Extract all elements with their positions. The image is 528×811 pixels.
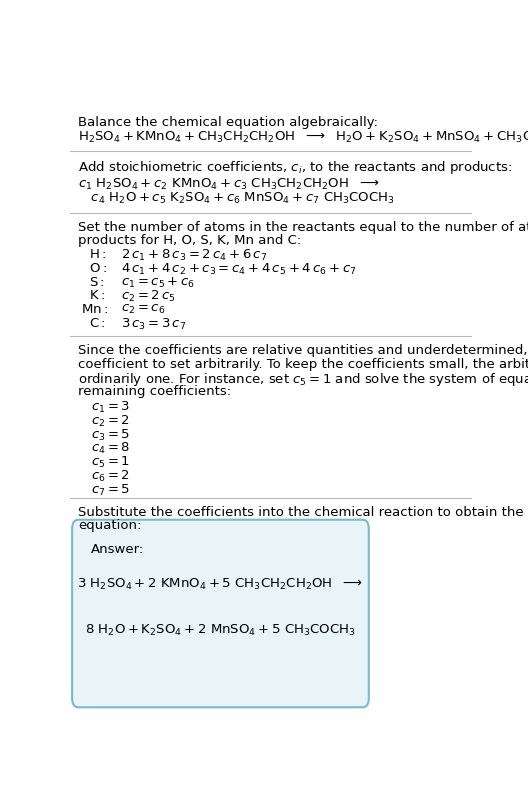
Text: Set the number of atoms in the reactants equal to the number of atoms in the: Set the number of atoms in the reactants… <box>78 221 528 234</box>
Text: $8\ \mathrm{H_2O} + \mathrm{K_2SO_4} + 2\ \mathrm{MnSO_4} + 5\ \mathrm{CH_3COCH_: $8\ \mathrm{H_2O} + \mathrm{K_2SO_4} + 2… <box>85 622 356 637</box>
Text: $c_2 = 2$: $c_2 = 2$ <box>91 414 129 428</box>
Text: $\mathrm{H{:}}$: $\mathrm{H{:}}$ <box>89 248 106 261</box>
Text: Answer:: Answer: <box>91 542 144 555</box>
Text: $c_1 = c_5 + c_6$: $c_1 = c_5 + c_6$ <box>121 275 195 290</box>
Text: coefficient to set arbitrarily. To keep the coefficients small, the arbitrary va: coefficient to set arbitrarily. To keep … <box>78 357 528 370</box>
Text: $c_6 = 2$: $c_6 = 2$ <box>91 468 129 483</box>
Text: $c_2 = 2\,c_5$: $c_2 = 2\,c_5$ <box>121 289 176 304</box>
FancyBboxPatch shape <box>72 520 369 707</box>
Text: $\mathrm{O{:}}$: $\mathrm{O{:}}$ <box>89 262 106 275</box>
Text: $\mathrm{S{:}}$: $\mathrm{S{:}}$ <box>89 275 105 288</box>
Text: products for H, O, S, K, Mn and C:: products for H, O, S, K, Mn and C: <box>78 234 301 247</box>
Text: $\quad c_4\ \mathrm{H_2O} + c_5\ \mathrm{K_2SO_4} + c_6\ \mathrm{MnSO_4} + c_7\ : $\quad c_4\ \mathrm{H_2O} + c_5\ \mathrm… <box>78 191 395 206</box>
Text: Since the coefficients are relative quantities and underdetermined, choose a: Since the coefficients are relative quan… <box>78 343 528 356</box>
Text: $c_3 = 5$: $c_3 = 5$ <box>91 427 130 442</box>
Text: $c_5 = 1$: $c_5 = 1$ <box>91 454 129 470</box>
Text: $c_4 = 8$: $c_4 = 8$ <box>91 440 130 456</box>
Text: $\mathrm{Mn{:}}$: $\mathrm{Mn{:}}$ <box>81 303 108 315</box>
Text: $2\,c_1 + 8\,c_3 = 2\,c_4 + 6\,c_7$: $2\,c_1 + 8\,c_3 = 2\,c_4 + 6\,c_7$ <box>121 248 267 263</box>
Text: equation:: equation: <box>78 519 142 532</box>
Text: Substitute the coefficients into the chemical reaction to obtain the balanced: Substitute the coefficients into the che… <box>78 505 528 518</box>
Text: Balance the chemical equation algebraically:: Balance the chemical equation algebraica… <box>78 115 378 128</box>
Text: Add stoichiometric coefficients, $c_i$, to the reactants and products:: Add stoichiometric coefficients, $c_i$, … <box>78 159 513 176</box>
Text: ordinarily one. For instance, set $c_5 = 1$ and solve the system of equations fo: ordinarily one. For instance, set $c_5 =… <box>78 371 528 388</box>
Text: $3\ \mathrm{H_2SO_4} + 2\ \mathrm{KMnO_4} + 5\ \mathrm{CH_3CH_2CH_2OH}$  $\longr: $3\ \mathrm{H_2SO_4} + 2\ \mathrm{KMnO_4… <box>78 577 363 591</box>
Text: $4\,c_1 + 4\,c_2 + c_3 = c_4 + 4\,c_5 + 4\,c_6 + c_7$: $4\,c_1 + 4\,c_2 + c_3 = c_4 + 4\,c_5 + … <box>121 262 357 277</box>
Text: $3\,c_3 = 3\,c_7$: $3\,c_3 = 3\,c_7$ <box>121 316 186 332</box>
Text: $\mathrm{K{:}}$: $\mathrm{K{:}}$ <box>89 289 105 302</box>
Text: $c_1 = 3$: $c_1 = 3$ <box>91 400 130 414</box>
Text: $\mathrm{H_2SO_4 + KMnO_4 + CH_3CH_2CH_2OH}$  $\longrightarrow$  $\mathrm{H_2O +: $\mathrm{H_2SO_4 + KMnO_4 + CH_3CH_2CH_2… <box>78 130 528 145</box>
Text: $\mathrm{C{:}}$: $\mathrm{C{:}}$ <box>89 316 105 329</box>
Text: $c_2 = c_6$: $c_2 = c_6$ <box>121 303 166 315</box>
Text: $c_1\ \mathrm{H_2SO_4} + c_2\ \mathrm{KMnO_4} + c_3\ \mathrm{CH_3CH_2CH_2OH}$  $: $c_1\ \mathrm{H_2SO_4} + c_2\ \mathrm{KM… <box>78 177 380 191</box>
Text: remaining coefficients:: remaining coefficients: <box>78 384 231 397</box>
Text: $c_7 = 5$: $c_7 = 5$ <box>91 482 130 497</box>
